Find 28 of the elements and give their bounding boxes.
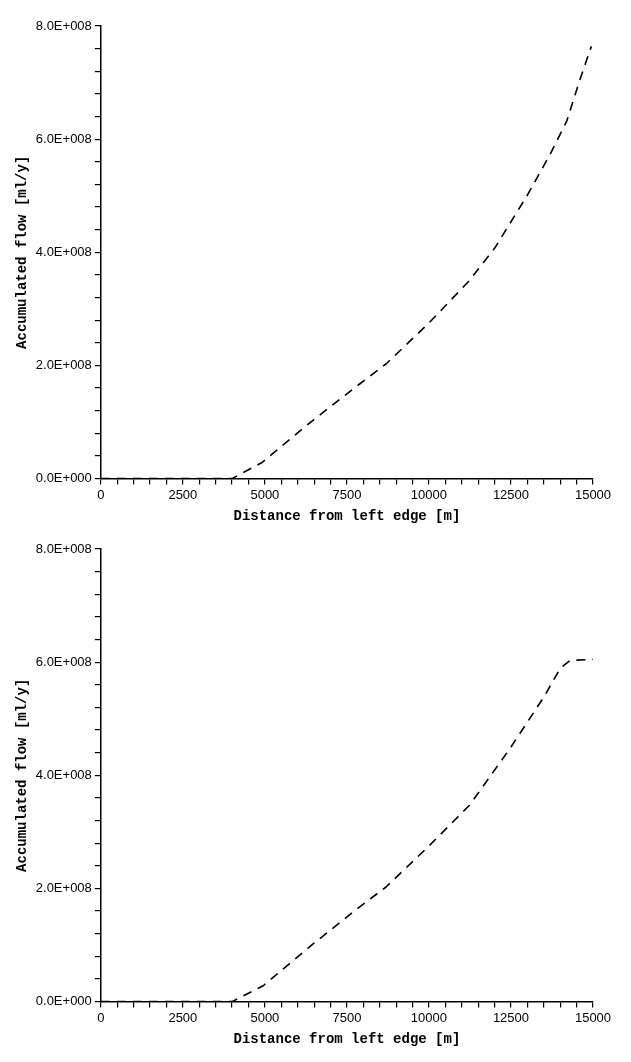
x-tick-label: 12500 xyxy=(492,1009,530,1025)
y-tick-label: 0.0E+000 xyxy=(35,993,92,1009)
y-tick-label: 4.0E+008 xyxy=(35,243,92,259)
y-axis-title: Accumulated flow [ml/y] xyxy=(13,155,30,349)
y-tick-label: 6.0E+008 xyxy=(35,130,92,146)
x-tick-label: 0 xyxy=(97,1009,105,1025)
x-tick-label: 12500 xyxy=(492,486,530,502)
y-tick-label: 8.0E+008 xyxy=(35,17,92,33)
y-tick-label: 4.0E+008 xyxy=(35,766,92,782)
x-tick-label: 7500 xyxy=(332,486,362,502)
x-tick-label: 10000 xyxy=(410,486,448,502)
y-tick-label: 2.0E+008 xyxy=(35,880,92,896)
x-tick-label: 10000 xyxy=(410,1009,448,1025)
x-tick-label: 15000 xyxy=(574,486,612,502)
y-tick-label: 6.0E+008 xyxy=(35,653,92,669)
x-tick-label: 0 xyxy=(97,486,105,502)
y-tick-label: 2.0E+008 xyxy=(35,357,92,373)
y-axis-title: Accumulated flow [ml/y] xyxy=(13,678,30,872)
x-tick-label: 15000 xyxy=(574,1009,612,1025)
x-axis-title: Distance from left edge [m] xyxy=(233,508,461,525)
x-tick-label: 2500 xyxy=(168,1009,198,1025)
x-tick-label: 5000 xyxy=(250,486,280,502)
x-tick-label: 5000 xyxy=(250,1009,280,1025)
y-tick-label: 8.0E+008 xyxy=(35,540,92,556)
y-tick-label: 0.0E+000 xyxy=(35,470,92,486)
x-tick-label: 2500 xyxy=(168,486,198,502)
x-axis-title: Distance from left edge [m] xyxy=(233,1031,461,1048)
x-tick-label: 7500 xyxy=(332,1009,362,1025)
